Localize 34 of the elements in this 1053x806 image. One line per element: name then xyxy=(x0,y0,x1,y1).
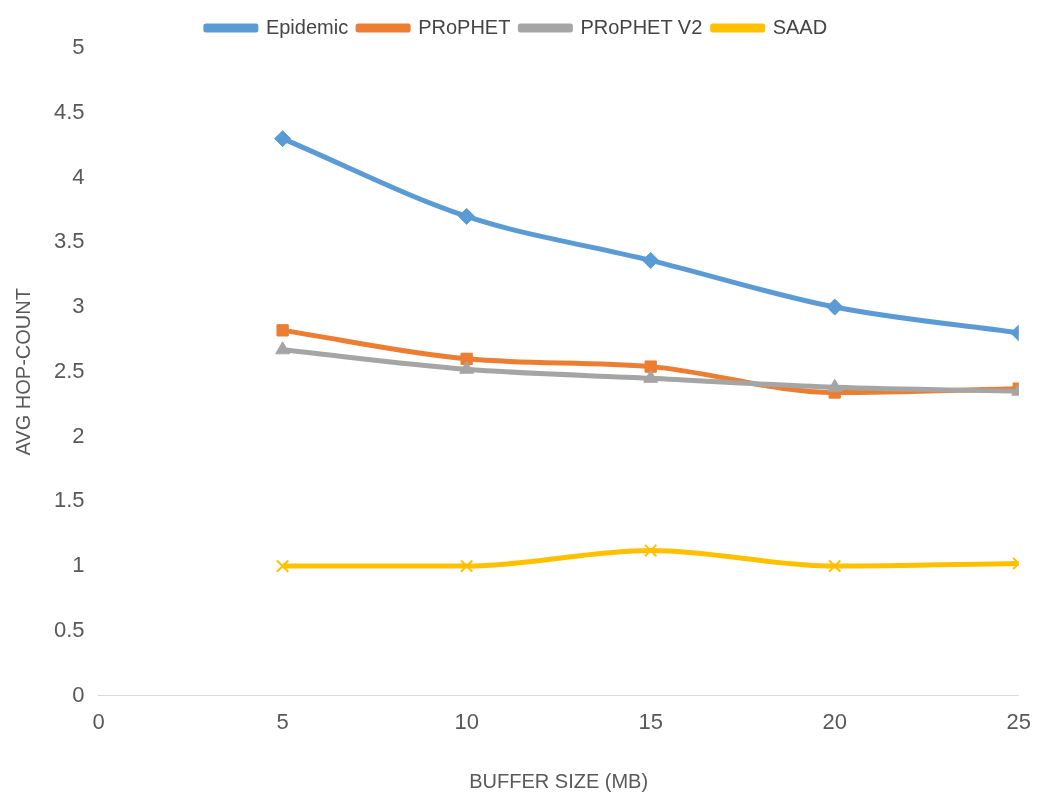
legend-label: PRoPHET V2 xyxy=(580,15,703,38)
point xyxy=(826,298,844,316)
point xyxy=(275,559,290,573)
legend-label: Epidemic xyxy=(265,15,349,38)
point xyxy=(274,130,292,148)
y-tick-label: 5 xyxy=(72,34,85,60)
x-tick-label: 5 xyxy=(276,708,289,734)
y-axis-title: AVG HOP-COUNT xyxy=(11,288,34,456)
point xyxy=(458,207,476,225)
y-tick-label: 0.5 xyxy=(53,616,85,642)
legend-label: SAAD xyxy=(772,15,828,38)
x-axis-title: BUFFER SIZE (MB) xyxy=(469,769,649,792)
y-tick-label: 2.5 xyxy=(53,357,85,383)
x-tick-label: 15 xyxy=(638,708,663,734)
point xyxy=(460,559,474,573)
point xyxy=(644,543,658,558)
y-tick-label: 3.5 xyxy=(53,228,85,254)
y-tick-label: 3 xyxy=(72,293,85,319)
point xyxy=(644,360,657,373)
y-tick-label: 1.5 xyxy=(53,487,85,513)
x-tick-label: 10 xyxy=(454,708,479,734)
point xyxy=(276,324,289,337)
point xyxy=(275,341,291,355)
y-tick-label: 4.5 xyxy=(53,98,85,124)
x-tick-label: 0 xyxy=(92,708,105,734)
x-tick-label: 25 xyxy=(1006,708,1032,734)
y-tick-label: 1 xyxy=(72,552,85,578)
x-tick-label: 20 xyxy=(822,708,847,734)
point xyxy=(828,559,842,573)
y-tick-label: 4 xyxy=(72,163,85,189)
y-tick-label: 0 xyxy=(72,681,85,707)
point xyxy=(642,251,660,269)
legend-label: PRoPHET xyxy=(418,15,511,38)
y-tick-label: 2 xyxy=(72,422,85,448)
